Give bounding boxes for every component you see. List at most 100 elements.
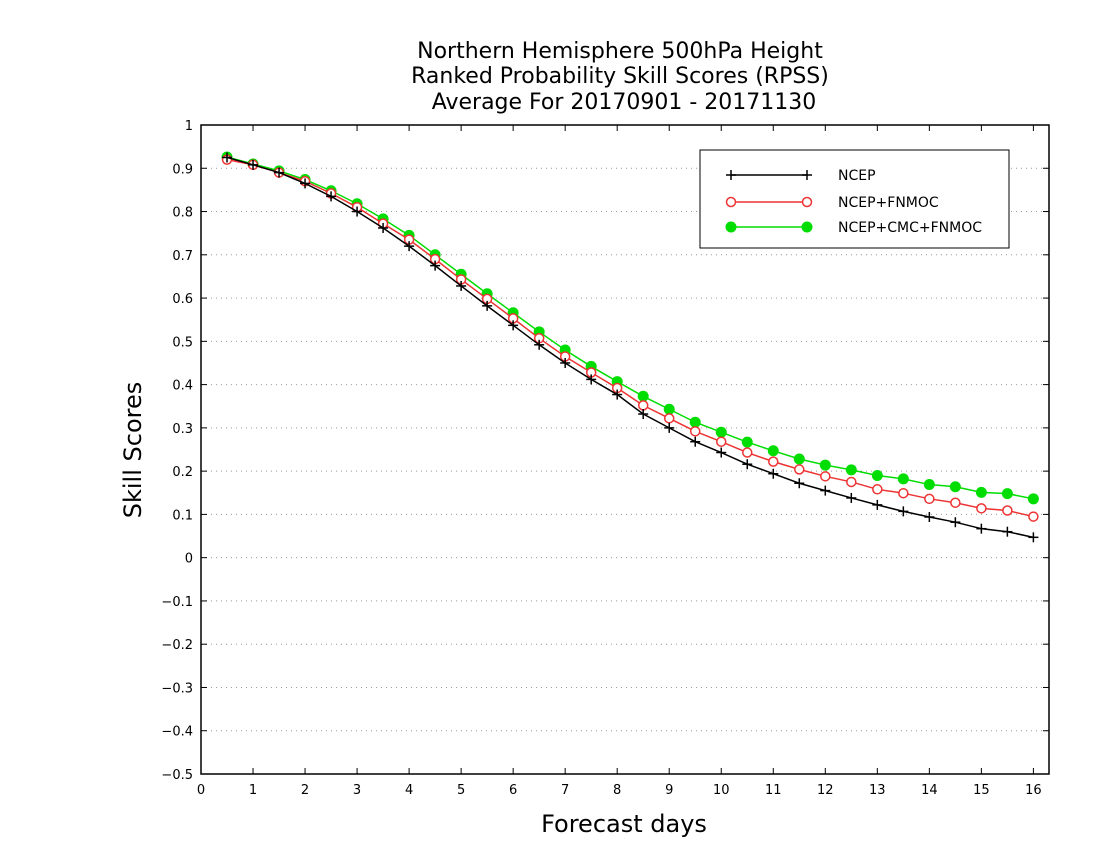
series-0-point-19 [716, 447, 727, 458]
series-1-point-18 [689, 426, 701, 437]
y-tick-label-2: 0.8 [172, 206, 193, 221]
series-2-point-16 [637, 390, 649, 402]
y-tick-label-9: 0.1 [172, 508, 193, 523]
series-1-point-30 [1002, 505, 1013, 516]
y-tick-label-15: −0.5 [161, 768, 193, 783]
series-0-point-27 [924, 511, 935, 522]
x-tick-label-1: 1 [249, 783, 257, 798]
chart-title-line-2: Ranked Probability Skill Scores (RPSS) [411, 64, 829, 89]
series-2-point-30 [1001, 488, 1013, 500]
series-1-point-24 [846, 476, 857, 488]
series-0-point-18 [690, 436, 701, 447]
y-tick-label-8: 0.2 [172, 465, 193, 480]
legend-marker-right-0 [802, 170, 812, 180]
series-0-point-17 [664, 422, 675, 433]
series-1-point-19 [715, 436, 727, 447]
series-layer [221, 151, 1039, 543]
y-axis-title: Skill Scores [119, 382, 147, 519]
series-2-point-27 [923, 479, 935, 491]
series-0 [222, 152, 1039, 543]
y-tick-label-7: 0.3 [172, 422, 193, 437]
legend-label-2: NCEP+CMC+FNMOC [838, 220, 982, 236]
x-tick-label-9: 9 [665, 783, 673, 798]
series-0-point-24 [846, 492, 857, 503]
x-tick-label-15: 15 [973, 783, 990, 798]
series-1-point-23 [820, 471, 831, 482]
series-1-point-26 [898, 487, 909, 499]
legend-marker-right-1 [801, 196, 813, 208]
legend-marker-right-2 [801, 221, 813, 233]
series-2-point-25 [871, 469, 883, 481]
x-tick-label-10: 10 [713, 783, 730, 798]
x-tick-label-3: 3 [353, 783, 361, 798]
series-0-point-16 [638, 409, 649, 420]
legend-marker-left-0 [726, 170, 736, 180]
series-0-point-22 [794, 478, 805, 489]
series-1-point-20 [742, 447, 753, 458]
y-tick-label-5: 0.5 [172, 335, 193, 350]
series-0-point-25 [872, 499, 883, 510]
series-1-point-29 [976, 503, 987, 514]
x-tick-label-14: 14 [921, 783, 938, 798]
series-0-point-5 [352, 206, 363, 217]
gridlines [201, 167, 1049, 732]
legend-label-0: NCEP [838, 168, 876, 184]
series-2-point-29 [975, 486, 987, 498]
series-line-0 [226, 156, 1034, 539]
series-1-point-17 [663, 413, 675, 424]
y-tick-label-12: −0.2 [161, 638, 193, 653]
series-0-point-9 [456, 280, 467, 291]
x-tick-label-13: 13 [869, 783, 886, 798]
series-1-point-16 [637, 400, 649, 411]
plot-frame [200, 124, 1050, 775]
series-0-point-0 [222, 152, 233, 163]
plot-area-border [200, 124, 1050, 775]
series-2-point-24 [845, 464, 857, 476]
x-tick-label-5: 5 [457, 783, 465, 798]
series-0-point-26 [898, 506, 909, 517]
y-axis-ticks: 1 0.9 0.8 0.7 0.6 0.5 0.4 0.3 0.2 0.1 0 −0.1 −0.2 −0.… [161, 119, 1049, 783]
series-2-point-23 [819, 459, 831, 471]
y-tick-label-6: 0.4 [172, 379, 193, 394]
series-2-point-19 [715, 426, 727, 438]
series-2-point-31 [1027, 493, 1039, 505]
series-2-point-18 [689, 416, 701, 428]
legend-marker-left-1 [725, 196, 737, 208]
series-0-point-28 [950, 517, 961, 528]
series-1 [221, 154, 1039, 522]
series-2-point-22 [793, 453, 805, 465]
series-0-point-12 [534, 339, 545, 350]
y-tick-label-11: −0.1 [161, 595, 193, 610]
x-tick-label-0: 0 [197, 783, 205, 798]
series-1-point-28 [950, 497, 961, 508]
x-tick-label-11: 11 [765, 783, 782, 798]
legend-box [699, 149, 1010, 249]
series-0-point-6 [378, 222, 389, 233]
series-0-point-30 [1002, 526, 1013, 537]
x-axis-title: Forecast days [541, 810, 707, 838]
series-0-point-2 [274, 167, 285, 178]
series-2-point-21 [767, 445, 779, 457]
series-0-point-31 [1028, 532, 1039, 543]
series-0-point-3 [300, 178, 311, 189]
y-tick-label-1: 0.9 [172, 162, 193, 177]
chart-title-line-3: Average For 20170901 - 20171130 [432, 90, 817, 115]
series-0-point-23 [820, 485, 831, 496]
series-0-point-21 [768, 468, 779, 479]
x-tick-label-7: 7 [561, 783, 569, 798]
series-0-point-10 [482, 300, 493, 311]
series-0-point-14 [586, 374, 597, 385]
y-tick-label-14: −0.4 [161, 725, 193, 740]
y-tick-label-10: 0 [185, 552, 193, 567]
x-axis-ticks: 0 1 2 3 4 5 6 7 8 9 10 11 12 13 14 15 16 [197, 125, 1042, 798]
series-0-point-15 [612, 389, 623, 400]
series-1-point-31 [1028, 511, 1039, 522]
x-tick-label-16: 16 [1025, 783, 1042, 798]
y-tick-label-3: 0.7 [172, 249, 193, 264]
x-tick-label-8: 8 [613, 783, 621, 798]
series-0-point-7 [404, 241, 415, 252]
series-0-point-13 [560, 357, 571, 368]
x-tick-label-12: 12 [817, 783, 834, 798]
series-2-point-20 [741, 436, 753, 448]
series-0-point-8 [430, 260, 441, 271]
